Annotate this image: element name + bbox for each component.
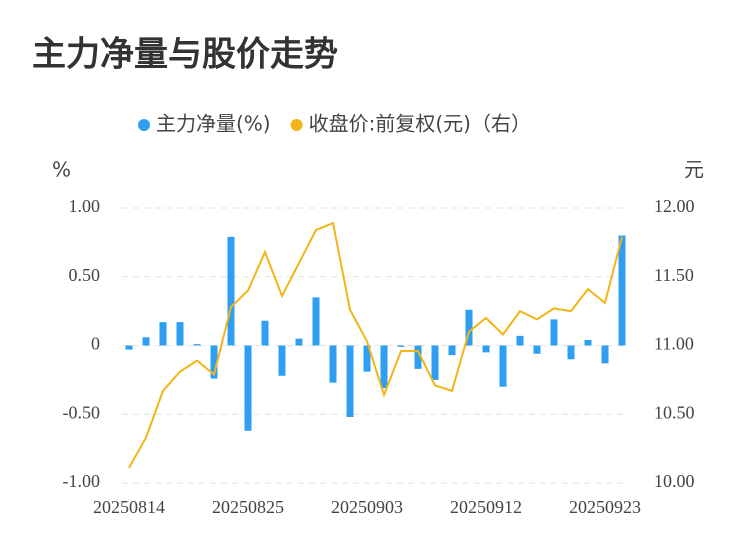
y2-axis-label: 元: [684, 158, 704, 182]
legend-marker: [138, 119, 150, 131]
price-line: [128, 221, 623, 469]
legend-label: 收盘价:前复权(元)（右）: [309, 112, 531, 136]
x-tick-label: 20250903: [331, 497, 403, 517]
bar: [346, 345, 354, 417]
bar: [244, 345, 252, 431]
y2-tick-label: 10.50: [654, 402, 695, 422]
bar: [176, 322, 184, 346]
bar: [329, 345, 337, 383]
x-tick-label: 20250825: [212, 497, 284, 517]
bar: [278, 345, 286, 376]
bar: [380, 345, 388, 389]
bar: [261, 320, 269, 346]
bar: [431, 345, 439, 380]
bar: [159, 322, 167, 346]
bar: [227, 236, 235, 346]
legend-marker: [290, 119, 303, 131]
bar: [482, 345, 490, 353]
x-tick-label: 20250814: [93, 497, 165, 517]
y2-tick-label: 12.00: [654, 196, 695, 216]
chart-title: 主力净量与股价走势: [32, 35, 338, 75]
y-axis-label: %: [52, 158, 71, 182]
legend-label: 主力净量(%): [156, 112, 271, 136]
y2-tick-label: 11.00: [654, 334, 694, 354]
bar: [312, 297, 320, 346]
bar: [465, 309, 473, 346]
bar: [516, 335, 524, 346]
x-tick-label: 20250923: [569, 497, 641, 517]
y2-tick-label: 10.00: [654, 471, 695, 491]
bar: [295, 338, 303, 346]
x-tick-label: 20250912: [450, 497, 522, 517]
bar: [499, 345, 507, 387]
y-tick-label: 0.50: [69, 265, 101, 285]
bar: [533, 345, 541, 354]
bar: [363, 345, 371, 372]
bar: [448, 345, 456, 356]
bar: [584, 340, 592, 346]
bar: [567, 345, 575, 360]
bar: [142, 337, 150, 346]
bar: [550, 319, 558, 346]
bar: [125, 345, 133, 350]
bar: [193, 344, 201, 346]
bar: [601, 345, 609, 364]
bar: [397, 345, 405, 347]
y2-tick-label: 11.50: [654, 265, 694, 285]
bar: [618, 235, 626, 346]
y-tick-label: -0.50: [63, 402, 101, 422]
y-tick-label: -1.00: [63, 471, 101, 491]
bar: [210, 345, 218, 379]
bar: [414, 345, 422, 369]
y-tick-label: 0: [91, 334, 100, 354]
y-tick-label: 1.00: [69, 196, 101, 216]
